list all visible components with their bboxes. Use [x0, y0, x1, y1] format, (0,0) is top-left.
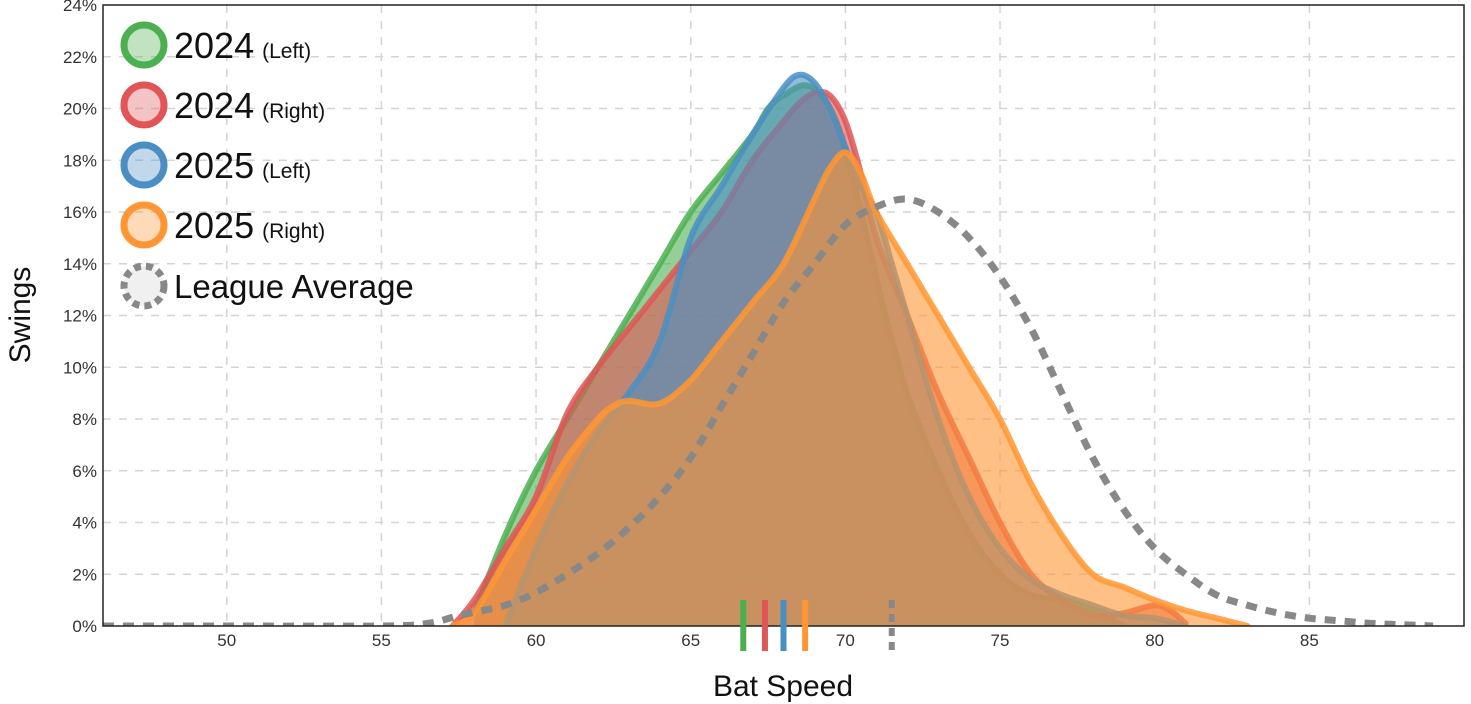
- legend-swatch-league-average: [120, 262, 168, 310]
- legend-swatch-3: [120, 201, 168, 249]
- legend-side: (Left): [262, 40, 311, 63]
- y-tick-label: 6%: [72, 462, 97, 481]
- y-tick-label: 0%: [72, 617, 97, 636]
- y-tick-label: 22%: [63, 48, 97, 67]
- y-tick-label: 20%: [63, 100, 97, 119]
- y-tick-label: 2%: [72, 565, 97, 584]
- x-tick-label: 75: [991, 631, 1010, 650]
- legend-year: 2024: [174, 25, 254, 66]
- legend-label-1: 2024 (Right): [174, 85, 325, 126]
- y-tick-label: 24%: [63, 0, 97, 15]
- legend-label-league-average: League Average: [174, 268, 414, 305]
- legend-label-2: 2025 (Left): [174, 145, 311, 186]
- x-tick-label: 80: [1145, 631, 1164, 650]
- legend-side: (Right): [262, 100, 325, 123]
- league-average-line: [103, 195, 1434, 626]
- legend-year: 2025: [174, 145, 254, 186]
- grid-lines: [103, 5, 1464, 626]
- y-tick-label: 12%: [63, 307, 97, 326]
- legend-label-3: 2025 (Right): [174, 205, 325, 246]
- league-average-layer: [103, 195, 1434, 626]
- legend: 2024 (Left) 2024 (Right) 2025 (Left) 2025 (Righ…: [120, 21, 414, 310]
- x-tick-label: 70: [836, 631, 855, 650]
- y-tick-label: 14%: [63, 255, 97, 274]
- legend-swatch-0: [120, 21, 168, 69]
- y-tick-label: 18%: [63, 151, 97, 170]
- axes: 50 55 60 65 70 75 80 85 0% 2% 4% 6% 8% 10% 12% 14% 16% 18…: [63, 0, 1319, 650]
- x-tick-label: 55: [372, 631, 391, 650]
- x-tick-label: 50: [217, 631, 236, 650]
- legend-year: 2025: [174, 205, 254, 246]
- y-tick-label: 16%: [63, 203, 97, 222]
- x-tick-label: 85: [1300, 631, 1319, 650]
- series-line-3: [449, 149, 1251, 626]
- legend-swatch-1: [120, 81, 168, 129]
- x-axis-title: Bat Speed: [713, 670, 853, 703]
- x-tick-label: 65: [681, 631, 700, 650]
- x-tick-label: 60: [527, 631, 546, 650]
- legend-side: (Right): [262, 220, 325, 243]
- mean-markers: [740, 600, 895, 651]
- legend-label-0: 2024 (Left): [174, 25, 311, 66]
- y-axis-title: Swings: [4, 267, 37, 364]
- y-tick-label: 8%: [72, 410, 97, 429]
- legend-year: 2024: [174, 85, 254, 126]
- legend-swatch-2: [120, 141, 168, 189]
- y-tick-label: 4%: [72, 514, 97, 533]
- legend-side: (Left): [262, 160, 311, 183]
- y-tick-label: 10%: [63, 358, 97, 377]
